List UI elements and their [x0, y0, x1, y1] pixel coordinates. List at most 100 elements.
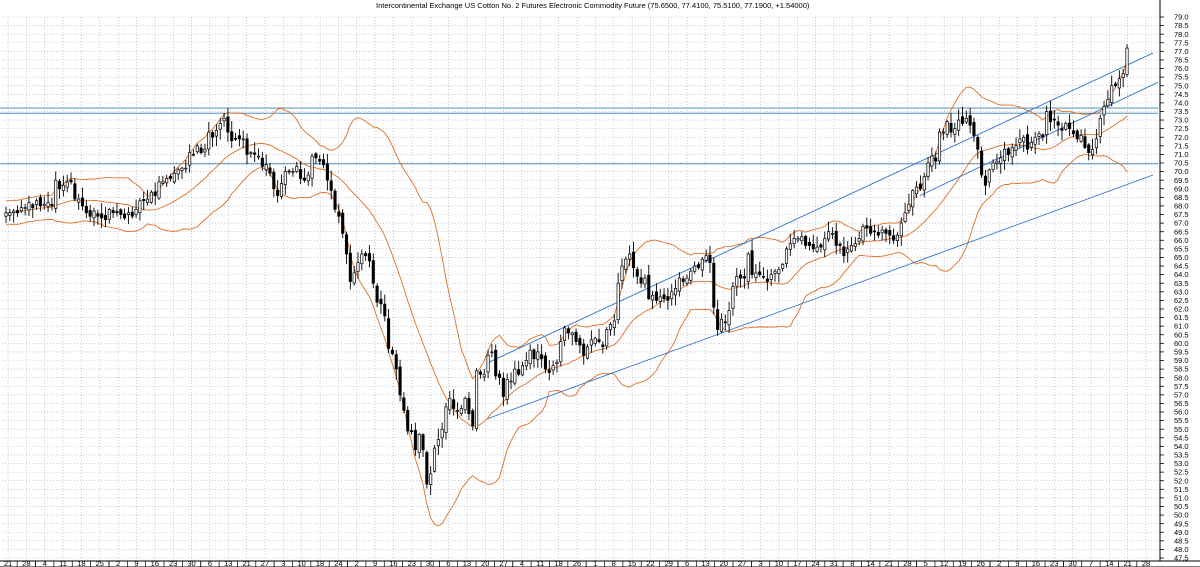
bollinger-middle-band — [6, 115, 1128, 428]
candle-body — [379, 298, 383, 305]
candle-body — [50, 203, 54, 207]
y-axis: 79.078.578.077.577.076.576.075.575.074.5… — [1159, 0, 1189, 563]
candle-body — [27, 202, 31, 211]
candle-body — [184, 167, 188, 170]
candle-body — [651, 294, 655, 301]
candle-body — [784, 248, 789, 264]
x-day-label: 16 — [389, 559, 397, 567]
candle-body — [628, 253, 632, 260]
candle-body — [100, 213, 104, 219]
trend-channel-line — [488, 52, 1154, 363]
y-tick-label: 48.0 — [1174, 545, 1189, 554]
candle-body — [1025, 134, 1030, 150]
y-tick-label: 53.0 — [1174, 459, 1189, 468]
x-day-label: 3 — [281, 559, 285, 567]
candle-body — [765, 278, 769, 282]
candle-body — [383, 303, 387, 317]
candle-body — [842, 246, 846, 257]
candle-body — [1094, 138, 1098, 149]
x-day-label: 15 — [628, 559, 636, 567]
candle-body — [107, 209, 111, 220]
candle-body — [371, 260, 375, 284]
candle-body — [73, 183, 77, 200]
candle-body — [88, 210, 92, 217]
x-day-label: 8 — [612, 559, 616, 567]
candle-body — [4, 212, 8, 217]
candle-body — [142, 199, 146, 202]
y-tick-label: 61.5 — [1174, 313, 1189, 322]
candle-body — [892, 235, 896, 241]
candle-body — [980, 150, 984, 176]
candle-body — [869, 226, 873, 234]
x-day-label: 16 — [151, 559, 159, 567]
y-tick-label: 66.0 — [1174, 236, 1189, 245]
y-tick-label: 50.0 — [1174, 511, 1189, 520]
candle-body — [176, 169, 180, 175]
candle-body — [827, 231, 831, 240]
candle-body — [1003, 148, 1007, 162]
candle-body — [287, 170, 291, 173]
candle-body — [819, 244, 823, 248]
candle-body — [272, 171, 276, 190]
y-tick-label: 64.5 — [1174, 262, 1189, 271]
candle-body — [601, 344, 605, 348]
candle-body — [406, 410, 410, 432]
x-day-label: 30 — [187, 559, 195, 567]
candle-body — [746, 253, 750, 282]
candle-body — [444, 406, 448, 433]
candle-body — [964, 117, 968, 123]
candle-body — [188, 152, 192, 166]
candle-body — [119, 209, 123, 215]
candle-body — [532, 349, 536, 360]
candle-body — [218, 123, 222, 130]
candle-body — [23, 207, 27, 209]
candle-body — [325, 163, 329, 181]
x-day-label: 30 — [1068, 559, 1076, 567]
candle-body — [888, 230, 892, 236]
x-day-label: 12 — [940, 559, 948, 567]
candle-body — [172, 172, 176, 183]
y-tick-label: 72.5 — [1174, 124, 1189, 133]
candle-body — [279, 183, 284, 197]
candle-body — [754, 272, 758, 279]
candle-body — [1014, 145, 1018, 151]
candle-body — [54, 179, 58, 209]
candle-body — [46, 202, 50, 207]
candle-body — [509, 380, 513, 383]
candle-body — [796, 238, 800, 241]
candle-body — [922, 176, 926, 191]
candle-body — [501, 377, 505, 397]
y-tick-label: 52.5 — [1174, 468, 1189, 477]
candle-body — [134, 209, 138, 215]
candle-body — [203, 148, 207, 153]
candle-body — [608, 324, 613, 331]
y-tick-label: 65.0 — [1174, 253, 1189, 262]
y-tick-label: 51.0 — [1174, 493, 1189, 502]
candle-body — [960, 116, 965, 124]
x-day-label: 14 — [867, 559, 875, 567]
candle-body — [1071, 130, 1075, 135]
candle-body — [413, 429, 417, 451]
candle-body — [1087, 144, 1091, 154]
x-day-label: 27 — [499, 559, 507, 567]
candle-body — [249, 152, 253, 154]
x-day-label: 16 — [1032, 559, 1040, 567]
y-tick-label: 67.5 — [1174, 210, 1189, 219]
candle-body — [807, 242, 811, 246]
candle-body — [739, 274, 743, 279]
candle-body — [899, 222, 903, 237]
candle-body — [639, 277, 643, 284]
x-day-label: 19 — [958, 559, 966, 567]
candle-body — [1010, 147, 1014, 158]
candle-body — [693, 265, 697, 272]
candle-body — [792, 238, 796, 244]
candle-body — [1022, 136, 1026, 143]
candle-body — [872, 230, 877, 233]
y-tick-label: 56.5 — [1174, 399, 1189, 408]
x-day-label: 6 — [685, 559, 689, 567]
candle-body — [149, 191, 153, 203]
y-tick-label: 65.5 — [1174, 244, 1189, 253]
trend-channel-line — [486, 174, 1154, 420]
candle-body — [367, 253, 372, 262]
candle-body — [1045, 111, 1049, 136]
